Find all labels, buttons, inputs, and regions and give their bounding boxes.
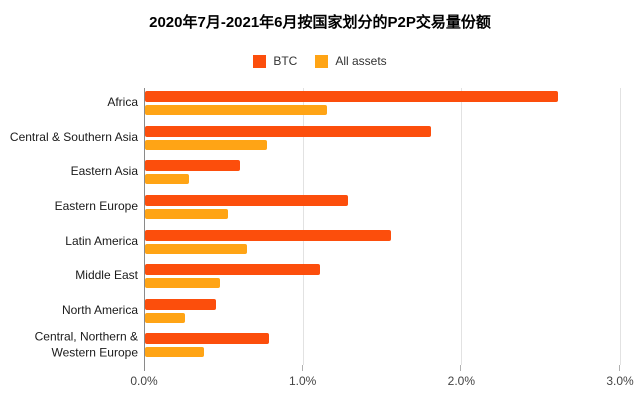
category-label: Eastern Europe bbox=[54, 199, 138, 214]
all-assets-bar bbox=[145, 105, 328, 115]
category-label: Middle East bbox=[75, 268, 138, 283]
category-label: North America bbox=[61, 302, 138, 317]
all-assets-bar bbox=[145, 312, 185, 323]
btc-bar bbox=[145, 298, 217, 310]
all-assets-bar bbox=[145, 278, 220, 289]
all-assets-bar bbox=[145, 243, 247, 254]
legend-item-btc: BTC bbox=[253, 54, 297, 68]
all-assets-bar bbox=[145, 139, 268, 150]
category-label: Central & Southern Asia bbox=[9, 129, 138, 144]
axis-tick bbox=[619, 365, 620, 371]
legend-swatch-all-assets bbox=[315, 54, 329, 68]
btc-bar bbox=[145, 264, 320, 276]
all-assets-bar bbox=[145, 174, 190, 185]
btc-bar bbox=[145, 91, 558, 102]
axis-tick-label: 1.0% bbox=[288, 374, 317, 388]
all-assets-bar bbox=[145, 347, 204, 358]
gridline bbox=[302, 88, 304, 365]
btc-bar bbox=[145, 229, 391, 241]
axis-tick-label: 0.0% bbox=[130, 374, 158, 388]
btc-bar bbox=[145, 333, 269, 345]
btc-bar bbox=[145, 125, 431, 137]
chart-legend: BTC All assets bbox=[0, 54, 640, 68]
axis-tick-label: 3.0% bbox=[606, 374, 634, 388]
legend-swatch-btc bbox=[253, 54, 267, 68]
btc-bar bbox=[145, 160, 241, 172]
axis-tick bbox=[301, 365, 303, 371]
legend-label: BTC bbox=[273, 54, 298, 68]
chart-title: 2020年7月-2021年6月按国家划分的P2P交易量份额 bbox=[149, 14, 491, 31]
category-label: Central, Northern & Western Europe bbox=[34, 329, 138, 360]
category-label: Latin America bbox=[65, 233, 138, 248]
gridline bbox=[620, 88, 621, 365]
legend-label: All assets bbox=[335, 54, 387, 68]
legend-item-all-assets: All assets bbox=[315, 54, 387, 68]
gridline bbox=[461, 88, 463, 365]
axis-tick bbox=[460, 365, 462, 371]
axis-tick bbox=[144, 365, 145, 371]
category-label: Africa bbox=[107, 95, 138, 110]
plot-area bbox=[144, 88, 621, 365]
axis-tick-label: 2.0% bbox=[447, 374, 476, 388]
all-assets-bar bbox=[145, 208, 228, 219]
category-label: Eastern Asia bbox=[70, 164, 138, 179]
btc-bar bbox=[145, 194, 349, 206]
